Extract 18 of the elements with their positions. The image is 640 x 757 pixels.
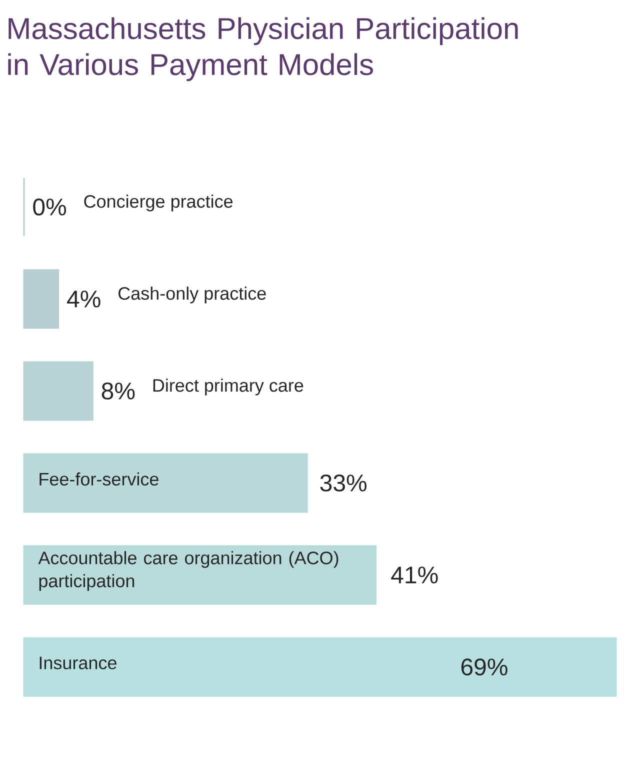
- bar: [23, 269, 60, 329]
- y-tick-label: Direct primary care: [153, 378, 304, 396]
- data-label: 8%: [102, 382, 135, 400]
- data-label: 0%: [33, 198, 66, 216]
- y-tick-label: Cash-only practice: [118, 286, 266, 304]
- bar: [23, 637, 617, 697]
- bar: [23, 453, 308, 513]
- y-tick-label: Fee-for-service: [40, 472, 158, 486]
- y-tick-label: Concierge practice: [84, 194, 233, 212]
- data-label: 4%: [67, 290, 100, 308]
- data-label: 69%: [461, 658, 508, 676]
- data-label: 41%: [391, 566, 438, 584]
- data-label: 33%: [320, 474, 366, 492]
- y-tick-label: Insurance: [40, 656, 116, 670]
- chart-title: Massachusetts Physician Participation in Various Payment Models: [8, 17, 518, 82]
- bar: [23, 361, 94, 421]
- y-tick-label: Accountable care organization (ACO) participation: [38, 551, 338, 591]
- bar: [23, 545, 377, 605]
